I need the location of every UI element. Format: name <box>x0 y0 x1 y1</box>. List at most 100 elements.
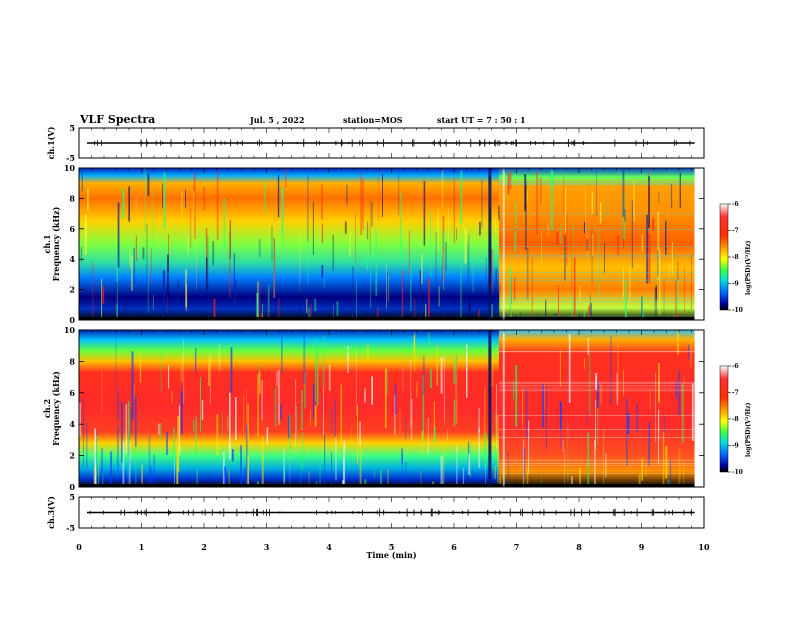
spectrogram-streak <box>625 281 627 320</box>
spectrogram-streak <box>541 232 542 264</box>
spectrogram-gap-line <box>488 330 491 487</box>
spectrogram-streak <box>129 440 131 487</box>
spectrogram-streak <box>515 202 517 229</box>
spectrogram-streak <box>347 185 348 205</box>
colorbar <box>720 366 728 472</box>
spectrogram-streak <box>323 336 325 387</box>
spectrogram-streak <box>163 270 165 287</box>
spectrogram-streak <box>442 170 444 207</box>
spectrogram-streak <box>203 187 205 211</box>
x-tick-label: 6 <box>451 542 457 552</box>
spectrogram-streak <box>322 224 323 243</box>
spectrogram-streak <box>257 281 258 318</box>
spectrogram-streak <box>386 265 387 309</box>
spectrogram-streak <box>160 423 162 440</box>
spectrogram-streak <box>438 286 440 306</box>
spectrogram-streak <box>105 288 106 307</box>
x-axis-label: Time (min) <box>366 550 416 560</box>
spectrogram-streak <box>290 450 291 487</box>
spectrogram-streak <box>548 223 550 236</box>
spectrogram-streak <box>468 454 470 475</box>
y-tick-label: 8 <box>69 356 75 366</box>
colorbar-tick-label: -10 <box>732 469 743 476</box>
spectrogram-streak <box>260 278 261 320</box>
spectrogram-streak <box>592 234 593 256</box>
spectrogram-streak <box>174 458 175 487</box>
spectrogram-streak <box>410 360 411 428</box>
spectrogram-streak <box>642 234 643 251</box>
spectrogram-streak <box>424 181 426 246</box>
spectrogram-streak <box>422 431 424 453</box>
spectrogram-streak <box>536 171 538 234</box>
spectrogram-streak <box>646 465 647 476</box>
spectrogram-streak <box>678 370 680 415</box>
spectrogram-streak <box>81 247 82 262</box>
spectrogram-streak <box>421 254 422 284</box>
colorbar-tick-label: -7 <box>732 390 739 397</box>
spectrogram-streak <box>275 388 277 426</box>
spectrogram-streak <box>167 255 169 297</box>
spectrogram-streak <box>315 337 316 401</box>
colorbar-tick-label: -8 <box>732 254 739 261</box>
spectrogram-streak <box>597 382 599 408</box>
spectrogram-streak <box>131 255 133 291</box>
spectrogram-streak <box>596 171 597 217</box>
y-axis-label: ch.1(V) <box>46 126 56 159</box>
spectrogram-streak <box>498 415 499 484</box>
spectrogram-streak <box>617 235 619 255</box>
spectrogram-streak <box>595 373 597 390</box>
spectrogram-streak <box>584 359 585 369</box>
y-tick-label: 4 <box>69 254 75 264</box>
y-tick-label: 5 <box>69 123 75 133</box>
spectrogram-streak <box>195 348 196 373</box>
spectrogram-streak <box>301 453 302 487</box>
spectrogram-streak <box>562 441 563 452</box>
spectrogram-streak <box>367 345 369 361</box>
spectrogram-streak <box>600 385 602 405</box>
spectrogram-streak <box>374 466 375 478</box>
y-tick-label: 10 <box>64 325 76 335</box>
spectrogram-streak <box>278 175 279 217</box>
colorbar-tick-label: -9 <box>732 281 739 288</box>
spectrogram-streak <box>355 212 356 262</box>
spectrogram-streak <box>173 427 174 461</box>
y-tick-label: 5 <box>69 492 75 502</box>
spectrogram-streak <box>185 190 186 208</box>
spectrogram-streak <box>564 448 565 487</box>
spectrogram-streak <box>278 299 280 321</box>
y-tick-label: 6 <box>69 224 75 234</box>
spectrogram-streak <box>434 427 436 443</box>
spectrogram-streak <box>557 232 559 245</box>
x-tick-label: 8 <box>576 542 582 552</box>
spectrogram-streak <box>207 236 208 299</box>
spectrogram-streak <box>168 366 169 389</box>
spectrogram-streak <box>636 404 638 432</box>
spectrogram-streak <box>319 455 320 487</box>
spectrogram-streak <box>387 272 388 315</box>
x-tick-label: 10 <box>698 542 710 552</box>
spectrogram-streak <box>587 410 588 427</box>
spectrogram-streak <box>664 281 665 320</box>
spectrogram-streak <box>378 168 379 222</box>
spectrogram-streak <box>264 182 266 214</box>
spectrogram-streak <box>356 351 357 415</box>
spectrogram-streak <box>623 268 624 299</box>
spectrogram-streak <box>284 449 285 487</box>
spectrogram-streak <box>495 410 497 467</box>
spectrogram-streak <box>351 427 352 441</box>
spectrogram-streak <box>456 229 457 240</box>
spectrogram-streak <box>235 279 237 307</box>
spectrogram-streak <box>122 189 124 219</box>
spectrogram-streak <box>495 288 496 320</box>
spectrogram-streak <box>102 448 103 487</box>
y-tick-label: -5 <box>66 523 75 533</box>
spectrogram-streak <box>96 464 97 477</box>
spectrogram-streak <box>560 404 561 447</box>
x-tick-label: 0 <box>76 542 82 552</box>
spectrogram-streak <box>303 335 305 384</box>
spectrogram-streak <box>153 295 154 310</box>
spectrogram-streak <box>212 241 214 265</box>
spectrogram-streak <box>603 430 604 487</box>
spectrogram-streak <box>446 242 447 271</box>
y-tick-label: -5 <box>66 153 75 163</box>
